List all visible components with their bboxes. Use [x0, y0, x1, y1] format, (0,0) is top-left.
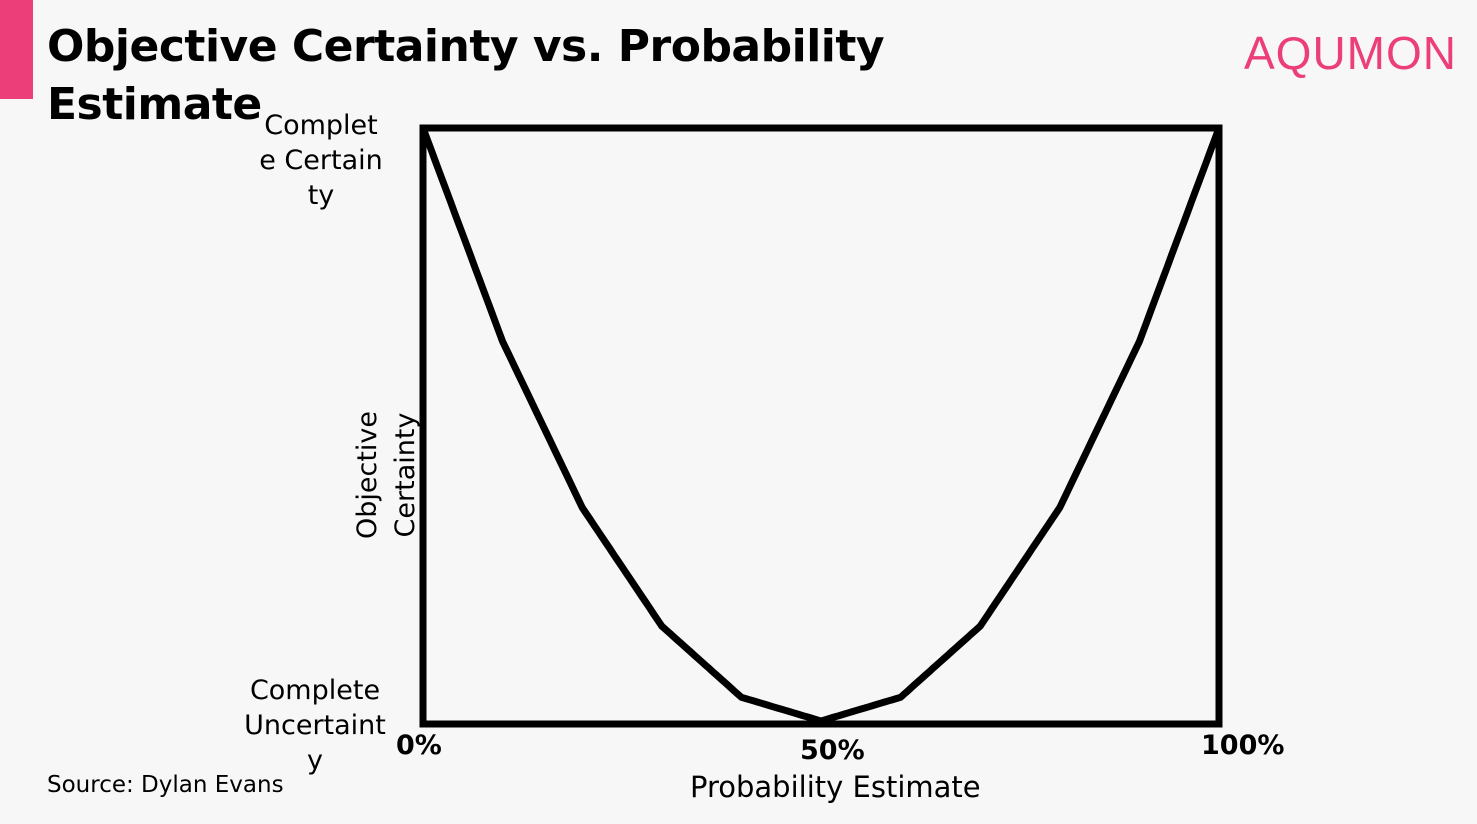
y-tick-complete-uncertainty: Complete Uncertainty [244, 675, 386, 776]
x-axis-title: Probability Estimate [690, 770, 981, 804]
accent-bar [0, 0, 33, 99]
x-tick-100: 100% [1201, 730, 1285, 761]
aqumon-logo: AQUMON [1244, 27, 1457, 79]
x-tick-50: 50% [800, 735, 865, 766]
certainty-curve [419, 126, 1223, 725]
chart-title: Objective Certainty vs. Probability Esti… [47, 21, 885, 130]
x-tick-0: 0% [396, 730, 442, 761]
y-axis-title: Objective Certainty [352, 410, 421, 540]
y-tick-complete-certainty: Complete Certainty [259, 110, 383, 211]
source-note: Source: Dylan Evans [47, 772, 284, 798]
